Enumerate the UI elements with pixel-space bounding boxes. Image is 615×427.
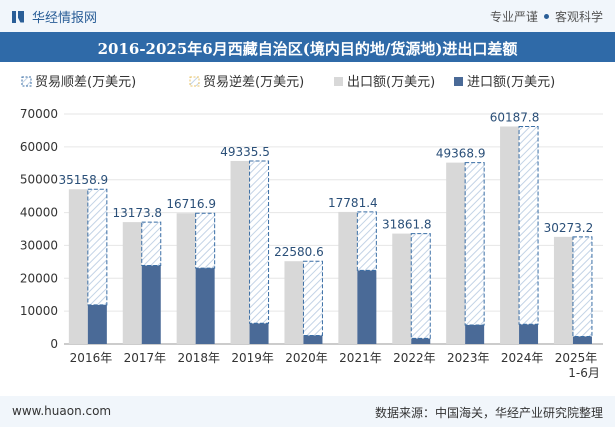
surplus-bar <box>195 212 216 269</box>
x-tick-label: 2023年 <box>447 351 490 365</box>
import-bar <box>87 304 107 344</box>
x-axis: 2016年 2017年 2018年 2019年 2020年 2021年 2022年 2023年… <box>70 351 600 380</box>
x-tick-label: 2016年 <box>70 351 113 365</box>
bars: 35158.9 13173.8 16716.9 49335.5 22580.6 17781… <box>59 110 594 344</box>
y-tick-label: 10000 <box>20 304 58 318</box>
data-source: 数据来源：中国海关，华经产业研究院整理 <box>374 406 603 420</box>
slogan-left: 专业严谨 <box>489 10 538 24</box>
x-tick-label: 2021年 <box>339 351 382 365</box>
slogan-right: 客观科学 <box>554 10 603 24</box>
chart-title: 2016-2025年6月西藏自治区(境内目的地/货源地)进出口差额 <box>97 40 518 58</box>
export-bar <box>284 261 304 344</box>
y-axis: 0 10000 20000 30000 40000 50000 60000 70000 <box>20 107 58 351</box>
top-bar: 华经情报网 专业严谨 客观科学 <box>0 0 615 32</box>
legend-label-1: 贸易顺差(万美元) <box>35 75 136 90</box>
import-bar <box>141 265 161 344</box>
x-tick-label: 2017年 <box>124 351 167 365</box>
legend: 贸易顺差(万美元) 贸易逆差(万美元) 出口额(万美元) 进口额(万美元) <box>21 74 555 90</box>
website-link[interactable]: www.huaon.com <box>12 404 112 418</box>
export-bar <box>176 213 196 344</box>
x-tick-label: 1-6月 <box>568 366 600 380</box>
x-tick-label: 2025年 <box>555 351 598 365</box>
surplus-data-label: 22580.6 <box>274 245 324 259</box>
brand: 华经情报网 <box>12 7 97 26</box>
import-bar <box>572 336 592 344</box>
legend-swatch-3 <box>334 77 343 86</box>
brand-name: 华经情报网 <box>32 11 98 26</box>
surplus-data-label: 30273.2 <box>544 221 594 235</box>
import-bar <box>465 324 485 344</box>
import-bar <box>357 270 377 344</box>
surplus-bar <box>87 188 108 306</box>
y-tick-label: 30000 <box>20 238 58 252</box>
surplus-bar <box>141 221 162 266</box>
y-tick-label: 40000 <box>20 206 58 220</box>
surplus-data-label: 31861.8 <box>382 218 432 232</box>
x-tick-label: 2024年 <box>501 351 544 365</box>
surplus-bar <box>356 211 377 271</box>
x-tick-label: 2018年 <box>177 351 220 365</box>
legend-swatch-4 <box>454 77 463 86</box>
legend-label-4: 进口额(万美元) <box>467 75 555 90</box>
legend-swatch-2 <box>189 76 200 87</box>
bar-chart: 贸易顺差(万美元) 贸易逆差(万美元) 出口额(万美元) 进口额(万美元) 0 1000… <box>20 74 603 380</box>
surplus-bar <box>410 233 431 339</box>
export-bar <box>553 236 573 344</box>
surplus-data-label: 13173.8 <box>112 206 162 220</box>
surplus-bar <box>302 260 323 336</box>
legend-label-3: 出口额(万美元) <box>347 75 435 90</box>
export-bar <box>230 160 250 344</box>
surplus-data-label: 16716.9 <box>166 197 216 211</box>
export-bar <box>392 233 412 344</box>
surplus-bar <box>572 236 593 337</box>
y-tick-label: 20000 <box>20 271 58 285</box>
export-bar <box>446 162 466 344</box>
footer: www.huaon.com 数据来源：中国海关，华经产业研究院整理 <box>0 396 615 427</box>
surplus-data-label: 49368.9 <box>436 147 486 161</box>
dot-separator-icon <box>543 14 549 19</box>
surplus-data-label: 35158.9 <box>59 173 109 187</box>
surplus-data-label: 49335.5 <box>220 145 270 159</box>
legend-label-2: 贸易逆差(万美元) <box>203 74 304 90</box>
legend-swatch-1 <box>21 76 32 87</box>
export-bar <box>500 126 520 344</box>
x-tick-label: 2022年 <box>393 351 436 365</box>
surplus-bar <box>518 125 539 325</box>
surplus-bar <box>464 162 485 326</box>
surplus-bar <box>249 160 270 324</box>
export-bar <box>68 189 88 344</box>
export-bar <box>338 211 358 344</box>
surplus-data-label: 17781.4 <box>328 196 378 210</box>
surplus-data-label: 60187.8 <box>490 110 540 124</box>
y-tick-label: 60000 <box>20 140 58 154</box>
import-bar <box>249 323 269 344</box>
title-bar: 2016-2025年6月西藏自治区(境内目的地/货源地)进出口差额 <box>0 32 615 62</box>
export-bar <box>122 222 142 344</box>
logo-icon <box>12 10 26 24</box>
y-tick-label: 0 <box>50 337 58 351</box>
import-bar <box>411 338 431 344</box>
y-tick-label: 70000 <box>20 107 58 121</box>
y-tick-label: 50000 <box>20 173 58 187</box>
import-bar <box>519 324 539 344</box>
import-bar <box>303 335 323 344</box>
x-tick-label: 2019年 <box>231 351 274 365</box>
import-bar <box>195 268 215 344</box>
x-tick-label: 2020年 <box>285 351 328 365</box>
slogan: 专业严谨 客观科学 <box>490 8 603 25</box>
